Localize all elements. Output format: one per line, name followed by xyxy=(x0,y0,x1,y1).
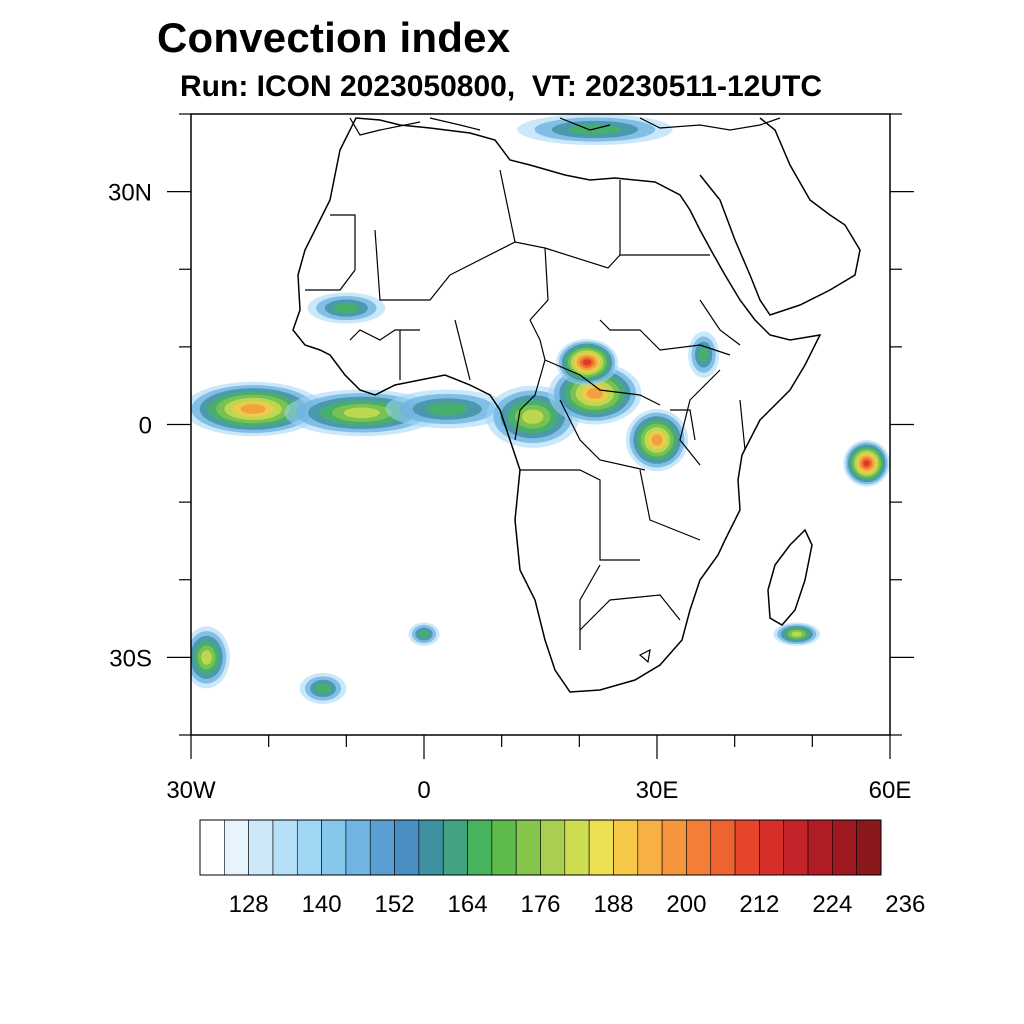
field-contour xyxy=(586,387,604,399)
y-tick-label: 0 xyxy=(139,413,152,440)
field-contour xyxy=(333,302,360,314)
colorbar-label: 164 xyxy=(448,891,488,918)
field-contour xyxy=(791,631,803,637)
region-south-atlantic-mid xyxy=(299,672,347,704)
arabia-coastline xyxy=(699,117,861,316)
field-contour xyxy=(315,683,331,694)
region-atlantic-itcz-west xyxy=(191,381,324,437)
madagascar-coastline xyxy=(767,528,813,626)
field-contour xyxy=(521,409,544,424)
coastlines-and-borders xyxy=(292,117,861,693)
colorbar-label: 176 xyxy=(520,891,560,918)
x-tick-label: 60E xyxy=(869,777,912,804)
colorbar-box xyxy=(369,819,395,876)
colorbar-box xyxy=(199,819,225,876)
colorbar-label: 188 xyxy=(593,891,633,918)
colorbar-box xyxy=(515,819,541,876)
colorbar: 128 140 152 164 176 188 200 212 224 236 xyxy=(199,819,925,918)
colorbar-label: 152 xyxy=(375,891,415,918)
y-tick-label: 30N xyxy=(108,180,152,207)
colorbar-box xyxy=(783,819,809,876)
field-contour xyxy=(343,407,380,419)
y-tick-label: 30S xyxy=(109,645,152,672)
colorbar-box xyxy=(321,819,347,876)
colorbar-box xyxy=(394,819,420,876)
colorbar-label: 200 xyxy=(666,891,706,918)
region-gulf-of-guinea xyxy=(385,389,510,429)
field-contour xyxy=(240,404,266,414)
region-south-atlantic-east xyxy=(408,622,440,646)
colorbar-box xyxy=(248,819,274,876)
colorbar-box xyxy=(734,819,760,876)
europe-coastline xyxy=(349,117,781,136)
region-ethiopia xyxy=(688,331,720,378)
colorbar-box xyxy=(710,819,736,876)
convection-field xyxy=(191,114,890,704)
colorbar-label: 212 xyxy=(739,891,779,918)
chart-title: Convection index xyxy=(157,14,511,61)
field-contour xyxy=(582,359,592,366)
field-contour xyxy=(863,459,871,467)
region-west-sahel xyxy=(307,292,386,324)
x-tick-label: 30E xyxy=(636,777,679,804)
region-mediterranean xyxy=(517,114,673,146)
x-tick-label: 30W xyxy=(166,777,216,804)
x-tick-label: 0 xyxy=(417,777,430,804)
colorbar-box xyxy=(540,819,566,876)
region-south-atlantic-sw xyxy=(191,626,230,689)
colorbar-box xyxy=(442,819,468,876)
colorbar-box xyxy=(686,819,712,876)
field-contour xyxy=(651,434,663,446)
colorbar-label: 128 xyxy=(229,891,269,918)
region-indian-ocean-cyclone xyxy=(843,440,890,487)
colorbar-box xyxy=(564,819,590,876)
field-contour xyxy=(426,402,469,416)
region-east-africa xyxy=(625,408,689,472)
colorbar-frame xyxy=(199,819,882,876)
colorbar-label: 140 xyxy=(302,891,342,918)
field-contour xyxy=(698,346,709,363)
chart-subtitle: Run: ICON 2023050800, VT: 20230511-12UTC xyxy=(180,70,822,103)
colorbar-box xyxy=(613,819,639,876)
colorbar-box xyxy=(637,819,663,876)
country-borders xyxy=(305,169,746,664)
colorbar-box xyxy=(296,819,322,876)
colorbar-box xyxy=(418,819,444,876)
field-contour xyxy=(418,630,430,638)
colorbar-box xyxy=(272,819,298,876)
colorbar-box xyxy=(856,819,882,876)
map-axes: 30W 0 30E 60E 30N 0 30S xyxy=(108,113,914,804)
colorbar-box xyxy=(807,819,833,876)
colorbar-box xyxy=(467,819,493,876)
colorbar-label: 236 xyxy=(885,891,925,918)
colorbar-box xyxy=(832,819,857,876)
colorbar-box xyxy=(491,819,517,876)
africa-coastline xyxy=(292,117,822,693)
region-madagascar-east xyxy=(773,622,821,646)
colorbar-box xyxy=(224,819,249,876)
colorbar-box xyxy=(588,819,614,876)
colorbar-box xyxy=(759,819,785,876)
colorbar-box xyxy=(661,819,687,876)
colorbar-label: 224 xyxy=(812,891,852,918)
region-south-sudan xyxy=(556,339,619,386)
colorbar-box xyxy=(345,819,371,876)
field-contour xyxy=(568,124,621,135)
field-contour xyxy=(201,650,212,665)
